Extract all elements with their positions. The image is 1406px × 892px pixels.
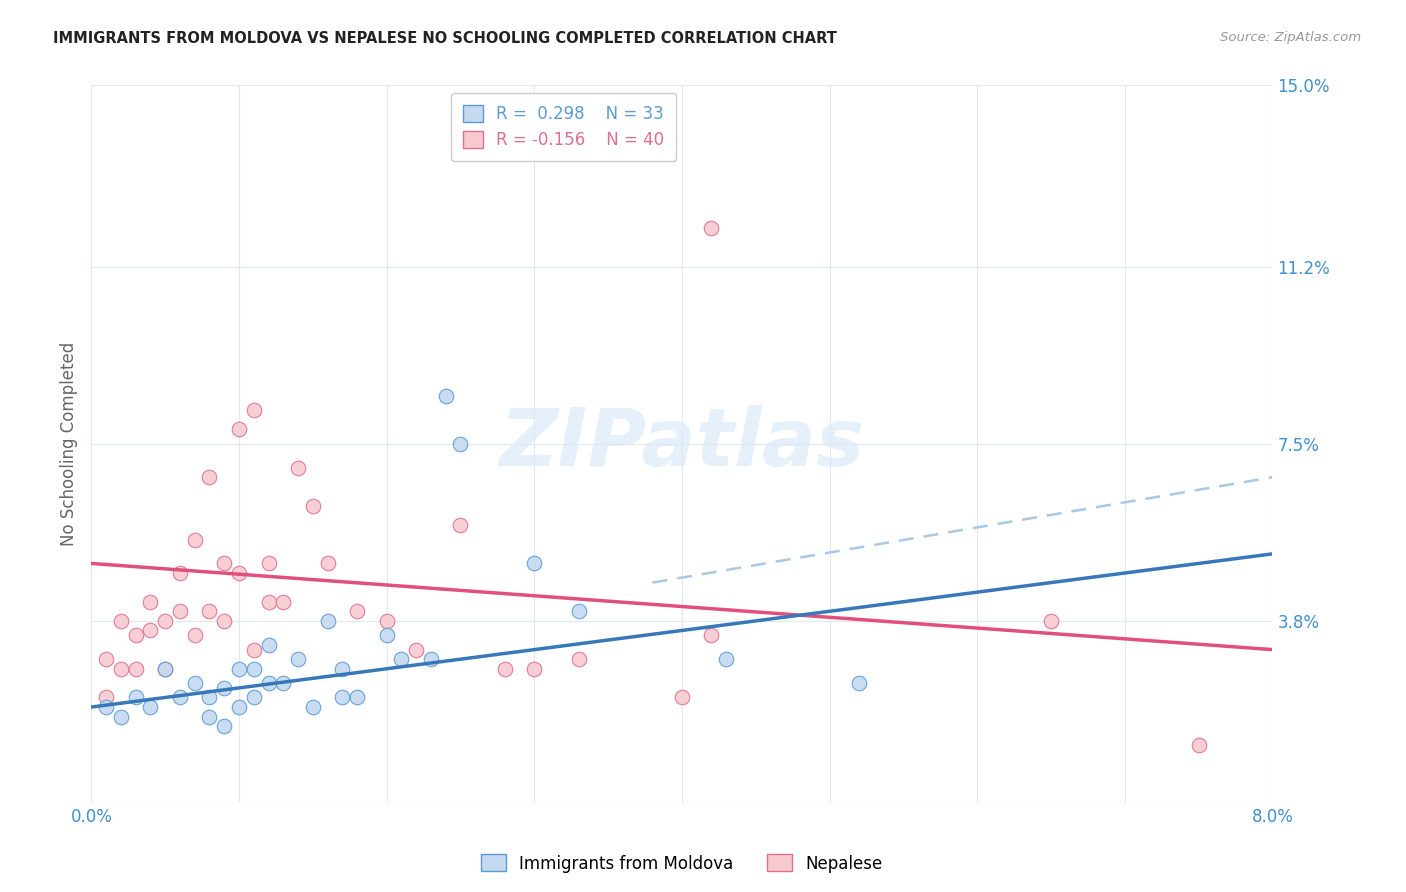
Point — [228, 662, 250, 676]
Text: IMMIGRANTS FROM MOLDOVA VS NEPALESE NO SCHOOLING COMPLETED CORRELATION CHART: IMMIGRANTS FROM MOLDOVA VS NEPALESE NO S… — [53, 31, 838, 46]
Point — [198, 604, 221, 618]
Point — [671, 690, 693, 705]
Point — [257, 676, 280, 690]
Point — [110, 709, 132, 723]
Point — [243, 662, 266, 676]
Point — [700, 221, 723, 235]
Point — [153, 662, 177, 676]
Point — [96, 652, 118, 666]
Point — [523, 557, 546, 571]
Point — [568, 652, 591, 666]
Point — [375, 614, 398, 628]
Point — [287, 460, 309, 475]
Point — [332, 690, 354, 705]
Point — [257, 595, 280, 609]
Point — [301, 499, 323, 513]
Point — [700, 628, 723, 642]
Point — [169, 566, 191, 580]
Point — [523, 662, 546, 676]
Point — [375, 628, 398, 642]
Point — [714, 652, 737, 666]
Legend: R =  0.298    N = 33, R = -0.156    N = 40: R = 0.298 N = 33, R = -0.156 N = 40 — [451, 93, 676, 161]
Point — [169, 604, 191, 618]
Point — [450, 518, 472, 533]
Point — [257, 638, 280, 652]
Point — [124, 662, 148, 676]
Point — [214, 557, 236, 571]
Point — [271, 595, 295, 609]
Y-axis label: No Schooling Completed: No Schooling Completed — [59, 342, 77, 546]
Point — [96, 700, 118, 714]
Point — [139, 624, 162, 638]
Point — [287, 652, 309, 666]
Point — [243, 403, 266, 417]
Point — [243, 642, 266, 657]
Point — [316, 557, 339, 571]
Point — [198, 470, 221, 484]
Point — [257, 557, 280, 571]
Point — [346, 604, 368, 618]
Point — [214, 614, 236, 628]
Point — [110, 614, 132, 628]
Point — [198, 709, 221, 723]
Point — [153, 662, 177, 676]
Point — [434, 389, 457, 403]
Point — [124, 628, 148, 642]
Point — [214, 681, 236, 695]
Point — [183, 533, 207, 547]
Point — [419, 652, 441, 666]
Point — [139, 595, 162, 609]
Point — [228, 422, 250, 436]
Point — [450, 436, 472, 450]
Point — [405, 642, 427, 657]
Point — [228, 700, 250, 714]
Point — [228, 566, 250, 580]
Point — [139, 700, 162, 714]
Text: ZIPatlas: ZIPatlas — [499, 405, 865, 483]
Text: Source: ZipAtlas.com: Source: ZipAtlas.com — [1220, 31, 1361, 45]
Point — [183, 676, 207, 690]
Point — [169, 690, 191, 705]
Point — [198, 690, 221, 705]
Point — [391, 652, 413, 666]
Point — [271, 676, 295, 690]
Point — [153, 614, 177, 628]
Point — [316, 614, 339, 628]
Point — [568, 604, 591, 618]
Legend: Immigrants from Moldova, Nepalese: Immigrants from Moldova, Nepalese — [474, 847, 890, 880]
Point — [332, 662, 354, 676]
Point — [1040, 614, 1063, 628]
Point — [848, 676, 870, 690]
Point — [494, 662, 516, 676]
Point — [214, 719, 236, 733]
Point — [183, 628, 207, 642]
Point — [96, 690, 118, 705]
Point — [1187, 739, 1209, 753]
Point — [110, 662, 132, 676]
Point — [346, 690, 368, 705]
Point — [243, 690, 266, 705]
Point — [301, 700, 323, 714]
Point — [124, 690, 148, 705]
